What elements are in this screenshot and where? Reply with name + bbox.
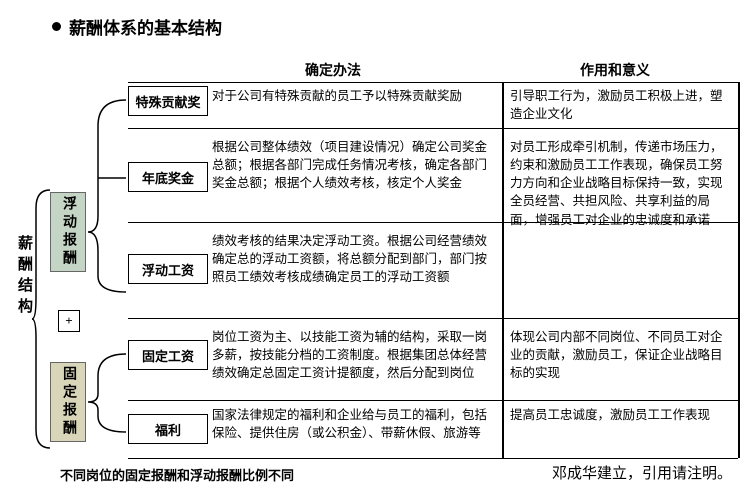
effect-1: 对员工形成牵引机制，传递市场压力，约束和激励员工工作表现，确保员工努力方向和企业… xyxy=(510,138,732,229)
item-box-0: 特殊贡献奖 xyxy=(128,86,208,116)
effect-3: 体现公司内部不同岗位、不同员工对企业的贡献，激励员工，保证企业战略目标的实现 xyxy=(510,328,732,382)
col-method-header: 确定办法 xyxy=(305,60,361,80)
col-effect-header: 作用和意义 xyxy=(580,60,650,80)
hline-top xyxy=(128,82,738,83)
category-float-label: 浮动报酬 xyxy=(58,196,78,268)
item-box-4: 福利 xyxy=(128,414,208,444)
method-3: 岗位工资为主、以技能工资为辅的结构，采取一岗多薪，按技能分档的工资制度。根据集团… xyxy=(212,328,496,382)
category-fixed: 固定报酬 xyxy=(50,362,86,442)
bracket-main xyxy=(32,188,52,450)
method-1: 根据公司整体绩效（项目建设情况）确定公司奖金总额；根据各部门完成任务情况考核，确… xyxy=(212,138,496,192)
method-4: 国家法律规定的福利和企业给与员工的福利，包括保险、提供住房（或公积金）、带薪休假… xyxy=(212,406,496,442)
category-float: 浮动报酬 xyxy=(50,192,86,272)
item-box-2: 浮动工资 xyxy=(128,254,208,284)
page-title: 薪酬体系的基本结构 xyxy=(52,14,222,39)
bracket-fixed xyxy=(88,338,128,448)
plus-box: + xyxy=(58,310,80,332)
attribution: 邓成华建立，引用请注明。 xyxy=(552,462,732,483)
effect-4: 提高员工忠诚度，激励员工工作表现 xyxy=(510,406,732,424)
hline-bottom xyxy=(128,458,738,459)
effect-0: 引导职工行为，激励员工积极上进，塑造企业文化 xyxy=(510,87,732,123)
vline-sep-2 xyxy=(738,82,740,458)
vline-sep-1 xyxy=(502,82,504,458)
hline-3 xyxy=(128,400,738,401)
title-text: 薪酬体系的基本结构 xyxy=(69,14,222,39)
method-0: 对于公司有特殊贡献的员工予以特殊贡献奖励 xyxy=(212,87,496,105)
category-fixed-label: 固定报酬 xyxy=(58,366,78,438)
hline-2 xyxy=(128,318,738,319)
method-2: 绩效考核的结果决定浮动工资。根据公司经营绩效确定总的浮动工资额，将总额分配到部门… xyxy=(212,232,496,286)
item-box-1: 年底奖金 xyxy=(128,162,208,192)
item-box-3: 固定工资 xyxy=(128,340,208,370)
footnote: 不同岗位的固定报酬和浮动报酬比例不同 xyxy=(60,465,294,484)
bracket-float xyxy=(88,86,128,306)
bullet-icon xyxy=(52,22,61,31)
hline-1 xyxy=(128,222,738,223)
hline-0 xyxy=(128,128,738,129)
